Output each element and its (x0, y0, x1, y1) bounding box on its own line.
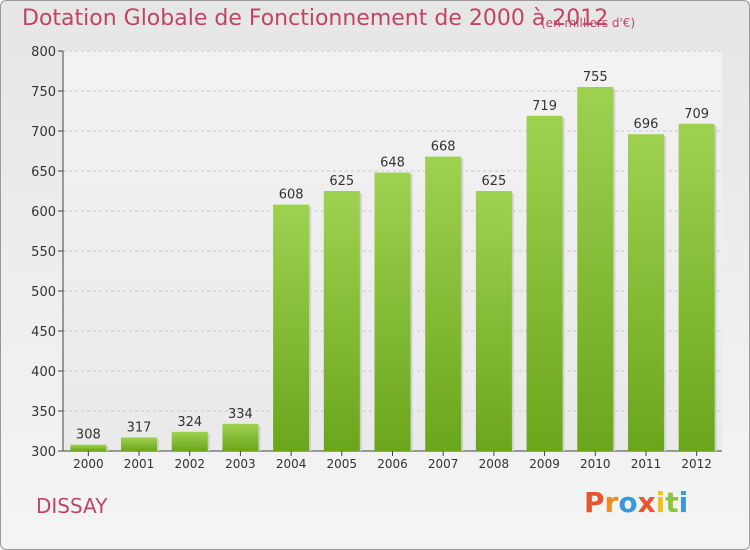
bar-value-label-2000: 308 (76, 428, 101, 443)
x-tick-label-2011: 2011 (631, 457, 662, 471)
bar-2008 (475, 191, 512, 451)
logo-letter: o (618, 486, 638, 519)
x-tick-label-2010: 2010 (580, 457, 611, 471)
bar-value-label-2005: 625 (329, 174, 354, 189)
bar-2005 (323, 191, 360, 451)
bar-value-label-2009: 719 (532, 99, 557, 114)
x-tick-label-2000: 2000 (73, 457, 104, 471)
logo-letter: x (637, 486, 656, 519)
x-tick-label-2001: 2001 (124, 457, 155, 471)
commune-name: DISSAY (36, 494, 108, 518)
y-tick-label-300: 300 (31, 445, 56, 460)
bar-2001 (121, 437, 158, 451)
chart-title: Dotation Globale de Fonctionnement de 20… (22, 6, 609, 31)
bar-value-label-2004: 608 (279, 188, 304, 203)
bar-2009 (526, 115, 563, 452)
y-tick-label-350: 350 (31, 405, 56, 420)
y-tick-label-700: 700 (31, 125, 56, 140)
x-tick-label-2008: 2008 (479, 457, 510, 471)
logo-letter: i (678, 486, 689, 519)
bar-2006 (374, 172, 411, 451)
bar-2002 (171, 431, 208, 451)
y-tick-label-750: 750 (31, 85, 56, 100)
x-tick-label-2009: 2009 (529, 457, 560, 471)
x-tick-label-2002: 2002 (174, 457, 205, 471)
logo-letter: r (604, 486, 619, 519)
bar-2010 (577, 87, 614, 451)
bar-2011 (627, 134, 664, 451)
logo-letter: t (665, 486, 679, 519)
x-tick-label-2005: 2005 (327, 457, 358, 471)
bar-value-label-2001: 317 (127, 420, 152, 435)
bar-value-label-2007: 668 (431, 140, 456, 155)
bar-value-label-2012: 709 (684, 107, 709, 122)
y-tick-label-400: 400 (31, 365, 56, 380)
y-tick-label-650: 650 (31, 165, 56, 180)
y-tick-label-600: 600 (31, 205, 56, 220)
bar-value-label-2003: 334 (228, 407, 253, 422)
x-tick-label-2012: 2012 (681, 457, 712, 471)
logo-letter: P (584, 486, 605, 519)
proxiti-logo: Proxiti (584, 486, 688, 519)
bar-2007 (425, 156, 462, 451)
bar-2000 (70, 444, 107, 451)
y-tick-label-450: 450 (31, 325, 56, 340)
bar-value-label-2002: 324 (177, 415, 202, 430)
bar-2003 (222, 423, 259, 451)
x-tick-label-2007: 2007 (428, 457, 459, 471)
logo-letter: i (655, 486, 666, 519)
bar-2012 (678, 123, 715, 452)
bar-value-label-2006: 648 (380, 156, 405, 171)
y-tick-label-500: 500 (31, 285, 56, 300)
x-tick-label-2004: 2004 (276, 457, 307, 471)
y-tick-label-800: 800 (31, 45, 56, 60)
bar-value-label-2008: 625 (481, 174, 506, 189)
x-tick-label-2006: 2006 (377, 457, 408, 471)
bar-value-label-2011: 696 (634, 117, 659, 132)
y-tick-label-550: 550 (31, 245, 56, 260)
bar-2004 (273, 204, 310, 451)
chart-unit-note: (en milliers d'€) (541, 16, 636, 30)
x-tick-label-2003: 2003 (225, 457, 256, 471)
bar-value-label-2010: 755 (583, 70, 608, 85)
